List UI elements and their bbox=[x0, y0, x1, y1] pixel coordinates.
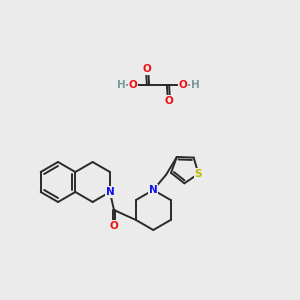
Text: S: S bbox=[195, 169, 202, 179]
Text: H: H bbox=[190, 80, 200, 90]
Text: H: H bbox=[117, 80, 125, 90]
Text: O: O bbox=[142, 64, 152, 74]
Text: O: O bbox=[129, 80, 137, 90]
Text: N: N bbox=[106, 187, 114, 197]
Text: O: O bbox=[178, 80, 188, 90]
Text: O: O bbox=[165, 96, 173, 106]
Text: N: N bbox=[149, 185, 158, 195]
Text: O: O bbox=[110, 221, 118, 231]
